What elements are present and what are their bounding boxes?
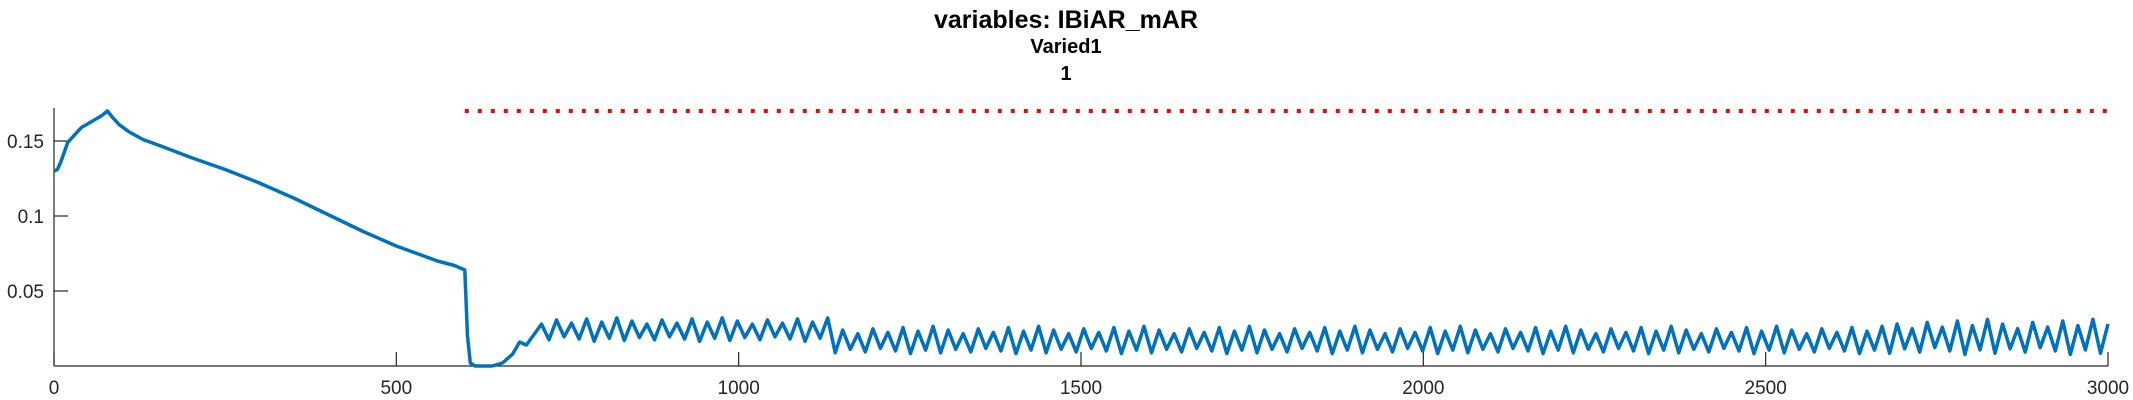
series-layer [53,109,2110,368]
chart-subtitle-2: 1 [1060,63,1071,85]
chart-title: variables: IBiAR_mAR [934,6,1198,34]
y-tick-label: 0.05 [7,282,44,303]
x-tick-label: 2000 [1402,378,1444,399]
axis-ticks: 0 500 1000 1500 2000 2500 3000 0.05 0.1 0.15 [7,132,2129,399]
x-tick-label: 3000 [2087,378,2129,399]
x-tick-label: 2500 [1745,378,1787,399]
x-tick-label: 1500 [1060,378,1102,399]
data-series-line [53,109,2110,368]
chart-subtitle-1: Varied1 [1030,36,1101,58]
y-tick-label: 0.1 [18,207,44,228]
y-tick-label: 0.15 [7,132,44,153]
x-tick-label: 1000 [718,378,760,399]
plot-area: 0 500 1000 1500 2000 2500 3000 0.05 0.1 0.15 [7,108,2129,399]
x-tick-label: 500 [380,378,412,399]
x-tick-label: 0 [49,378,60,399]
